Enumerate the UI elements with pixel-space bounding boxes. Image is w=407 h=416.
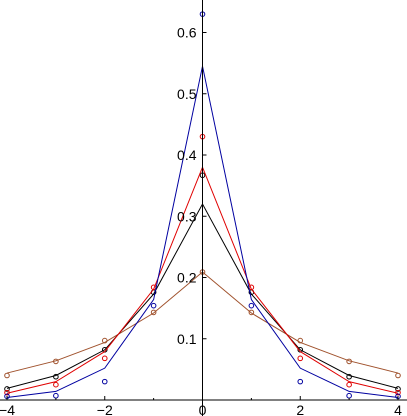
series-1-point [248, 309, 255, 316]
series-2-point [395, 386, 401, 392]
series-2-point [346, 373, 352, 380]
series-1-point [53, 358, 59, 365]
series-3-point [395, 389, 401, 396]
series-1-point [101, 337, 108, 344]
series-2-point [53, 373, 59, 380]
y-tick-group: 0.1 0.2 0.3 0.4 0.5 0.6 [177, 25, 207, 347]
series-1-point [297, 337, 304, 344]
y-tick-label: 0.2 [177, 270, 197, 286]
y-tick-label: 0.4 [177, 147, 197, 163]
x-tick-label: 2 [296, 402, 304, 416]
x-tick-label: −4 [0, 402, 15, 416]
series-4-point [101, 378, 108, 385]
series-4-point [53, 392, 59, 399]
series-1-point [4, 372, 10, 379]
series-3-point [4, 389, 10, 396]
y-tick-label: 0.5 [177, 86, 197, 102]
series-2-point [4, 386, 10, 392]
x-tick-group: −4 −2 0 2 4 [0, 396, 402, 416]
y-tick-label: 0.3 [177, 208, 197, 224]
series-4-point [248, 302, 255, 309]
series-3-point [101, 355, 108, 362]
y-tick-label: 0.6 [177, 25, 197, 41]
y-tick-label: 0.1 [177, 331, 197, 347]
series-3-point [346, 381, 352, 388]
series-1-point [395, 372, 401, 379]
x-tick-label: 0 [199, 402, 207, 416]
series-1-point [150, 309, 157, 316]
series-1-point [346, 358, 352, 365]
x-tick-label: 4 [394, 402, 402, 416]
series-4-point [346, 392, 352, 399]
series-4-point [297, 378, 304, 385]
x-tick-label: −2 [97, 402, 113, 416]
series-3-point [297, 355, 304, 362]
series-4-point [150, 302, 157, 309]
series-3-point [53, 381, 59, 388]
